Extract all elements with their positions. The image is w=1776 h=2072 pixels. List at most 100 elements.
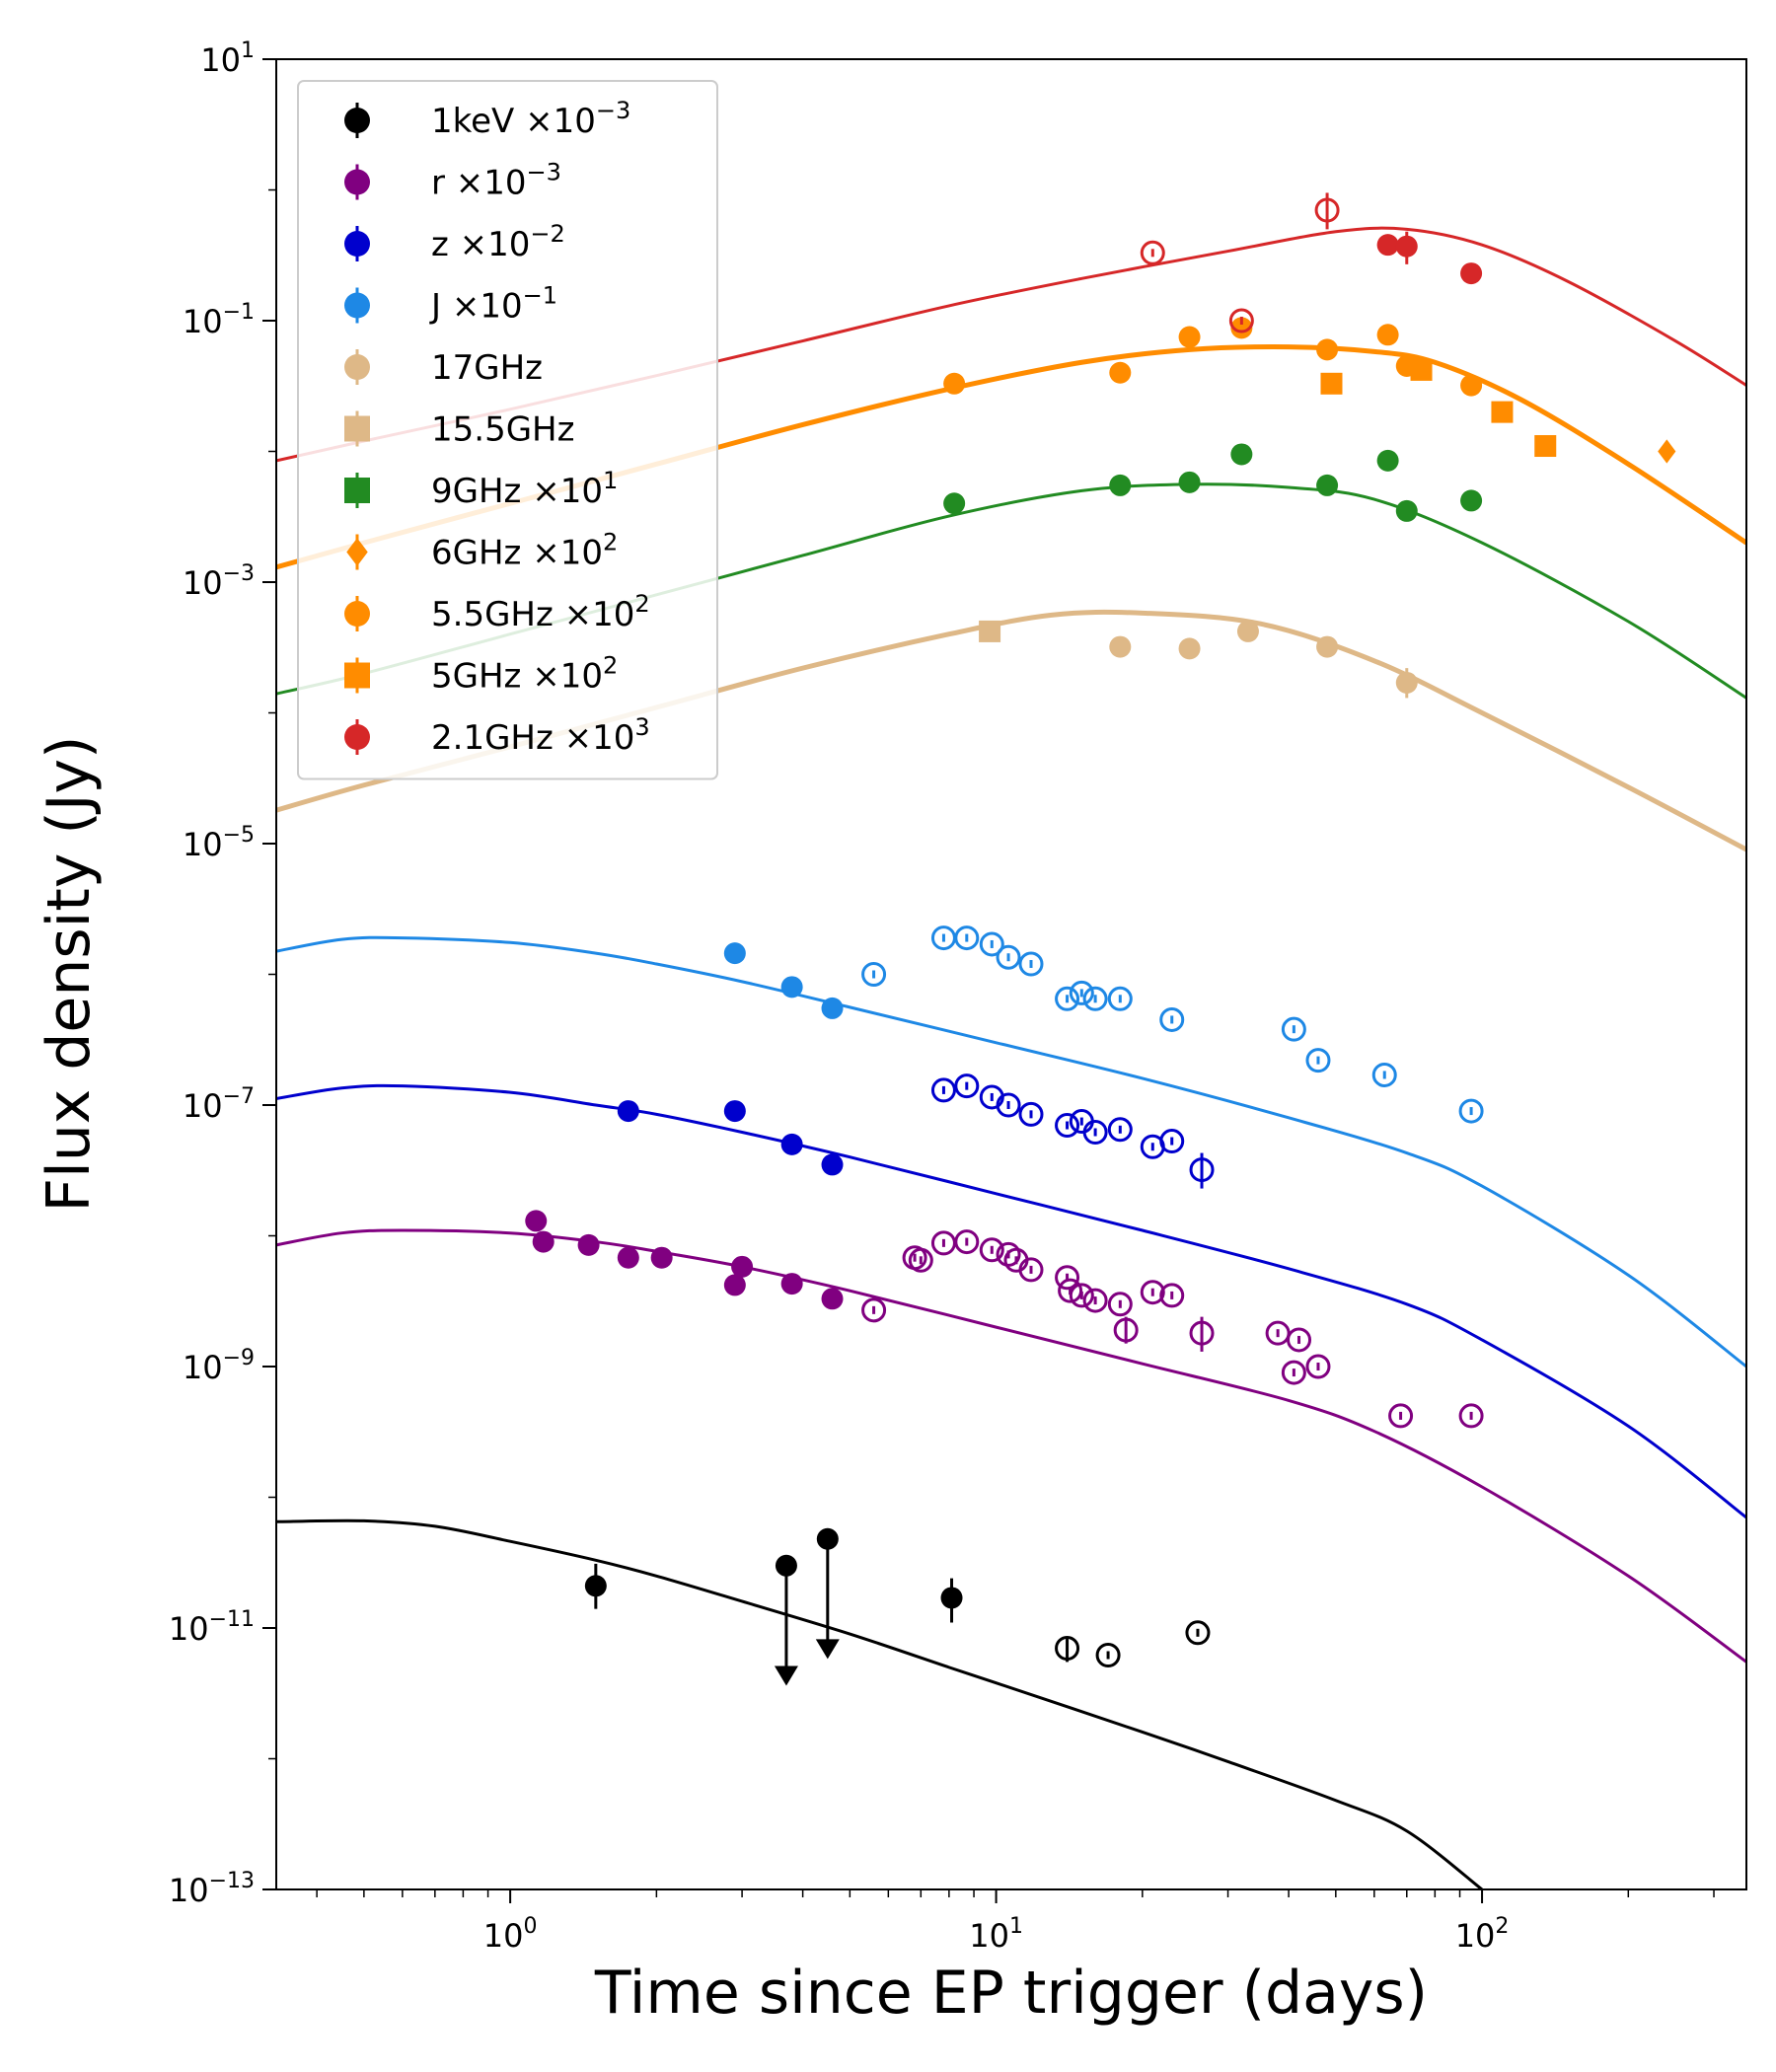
data-point-s6-55ghz-5 bbox=[1376, 324, 1399, 346]
x-tick-label-1: 101 bbox=[969, 1914, 1023, 1955]
legend-marker-6 bbox=[344, 478, 370, 503]
data-point-s2-p-1 bbox=[723, 1100, 746, 1123]
data-point-s2-p-3 bbox=[821, 1153, 844, 1176]
data-point-s5-p-6 bbox=[1395, 499, 1418, 522]
data-point-s3-p-17 bbox=[1458, 1098, 1484, 1124]
data-point-s3-p-9 bbox=[1055, 986, 1080, 1011]
data-point-s3-p-2 bbox=[821, 997, 844, 1019]
legend-marker-2 bbox=[344, 231, 370, 257]
data-point-s4-15ghz-0 bbox=[979, 620, 1001, 642]
data-point-s1-p-28 bbox=[1281, 1360, 1306, 1385]
model-curve-s0 bbox=[276, 1518, 1483, 1889]
data-point-s2-p-11 bbox=[1082, 1120, 1108, 1146]
legend: 1keV ×10−3r ×10−3z ×10−2J ×10−117GHz15.5… bbox=[297, 80, 718, 780]
data-point-s2-p-0 bbox=[617, 1100, 639, 1123]
data-point-s7-p-4 bbox=[1395, 235, 1418, 258]
data-point-s3-p-16 bbox=[1371, 1062, 1397, 1087]
data-point-s6-55ghz-0 bbox=[943, 372, 966, 395]
data-point-s4-17ghz-3 bbox=[1316, 635, 1339, 658]
data-point-s3-p-14 bbox=[1281, 1016, 1306, 1042]
data-point-s3-p-1 bbox=[780, 976, 803, 999]
legend-marker-10 bbox=[344, 724, 370, 750]
data-point-s1-p-20 bbox=[1069, 1283, 1094, 1308]
x-tick-label-exp-0: 0 bbox=[523, 1914, 537, 1939]
legend-label-exp-8: 2 bbox=[634, 590, 649, 618]
data-point-s2-p-14 bbox=[1159, 1129, 1185, 1154]
data-point-s0-p-2 bbox=[1055, 1636, 1080, 1662]
x-axis-title: Time since EP trigger (days) bbox=[594, 1959, 1428, 2028]
legend-marker-9 bbox=[344, 662, 370, 689]
data-point-s4-17ghz-0 bbox=[1109, 635, 1132, 658]
y-tick-label-exp-7: −13 bbox=[209, 1869, 255, 1893]
data-point-s1-p-13 bbox=[954, 1229, 980, 1255]
y-tick-label-exp-0: 1 bbox=[241, 38, 255, 63]
legend-marker-3 bbox=[344, 292, 370, 319]
data-point-s1-p-14 bbox=[979, 1237, 1004, 1263]
legend-label-10: 2.1GHz ×103 bbox=[431, 713, 650, 758]
data-point-s1-p-18 bbox=[1055, 1265, 1080, 1291]
data-point-s3-p-0 bbox=[723, 942, 746, 965]
data-point-s6-6ghz-0 bbox=[1658, 439, 1676, 464]
legend-label-9: 5GHz ×102 bbox=[431, 652, 618, 697]
data-point-s3-p-15 bbox=[1305, 1048, 1331, 1073]
data-point-s7-p-5 bbox=[1460, 262, 1483, 285]
data-point-s0-p-0 bbox=[584, 1575, 607, 1597]
y-tick-label-exp-3: −5 bbox=[223, 823, 255, 848]
data-point-s6-55ghz-4 bbox=[1316, 338, 1339, 361]
data-point-s6-55ghz-2 bbox=[1178, 326, 1201, 348]
data-point-s1-p-30 bbox=[1305, 1354, 1331, 1379]
upper-limit-arrow-s0-0 bbox=[774, 1665, 798, 1686]
y-axis-title: Flux density (Jy) bbox=[35, 736, 104, 1213]
data-point-s1-p-25 bbox=[1159, 1283, 1185, 1308]
data-point-s3-p-5 bbox=[954, 925, 980, 951]
data-point-s1-p-8 bbox=[821, 1288, 844, 1310]
data-point-s3-p-7 bbox=[996, 944, 1021, 970]
data-point-s3-p-8 bbox=[1018, 951, 1044, 977]
data-point-s3-p-3 bbox=[861, 962, 887, 987]
upper-limit-point-s0-0 bbox=[775, 1554, 797, 1577]
data-point-s6-55ghz-3 bbox=[1230, 317, 1253, 339]
legend-label-7: 6GHz ×102 bbox=[431, 529, 618, 573]
y-tick-label-exp-4: −7 bbox=[223, 1084, 255, 1109]
data-point-s3-p-11 bbox=[1082, 986, 1108, 1011]
data-point-s6-55ghz-7 bbox=[1460, 374, 1483, 397]
y-tick-label-exp-6: −11 bbox=[209, 1607, 255, 1632]
data-point-s0-p-4 bbox=[1185, 1620, 1211, 1646]
legend-label-exp-3: −1 bbox=[523, 282, 557, 310]
data-point-s1-p-7 bbox=[780, 1273, 803, 1295]
data-point-s1-p-9 bbox=[861, 1297, 887, 1323]
model-curve-s2 bbox=[276, 1083, 1746, 1519]
legend-label-exp-1: −3 bbox=[527, 159, 561, 186]
legend-marker-4 bbox=[344, 354, 370, 380]
data-point-s1-p-15 bbox=[996, 1241, 1021, 1267]
data-point-s1-p-26 bbox=[1189, 1320, 1215, 1346]
data-point-s1-p-24 bbox=[1140, 1280, 1165, 1305]
legend-label-5: 15.5GHz bbox=[431, 410, 574, 450]
data-point-s1-p-22 bbox=[1107, 1292, 1133, 1317]
data-point-s7-p-2 bbox=[1314, 197, 1340, 223]
legend-label-exp-9: 2 bbox=[603, 652, 618, 680]
data-point-s4-17ghz-4 bbox=[1395, 671, 1418, 694]
data-point-s1-p-6 bbox=[731, 1255, 754, 1278]
data-point-s5-p-4 bbox=[1316, 474, 1339, 496]
x-tick-label-exp-1: 1 bbox=[1009, 1914, 1023, 1939]
data-point-s1-p-31 bbox=[1388, 1403, 1414, 1429]
legend-box bbox=[297, 80, 718, 780]
data-point-s1-p-4 bbox=[650, 1246, 673, 1269]
data-point-s1-p-3 bbox=[617, 1246, 639, 1269]
model-curve-s3 bbox=[276, 935, 1746, 1369]
data-point-s5-p-7 bbox=[1460, 489, 1483, 512]
data-point-s7-p-1 bbox=[1228, 308, 1254, 333]
legend-label-6: 9GHz ×101 bbox=[431, 467, 618, 511]
data-point-s0-p-3 bbox=[1095, 1643, 1121, 1668]
legend-label-exp-10: 3 bbox=[634, 713, 649, 741]
data-point-s5-p-5 bbox=[1376, 449, 1399, 472]
data-point-s5-p-0 bbox=[943, 492, 966, 515]
data-point-s1-p-23 bbox=[1113, 1317, 1139, 1343]
data-point-s1-p-2 bbox=[577, 1233, 600, 1256]
data-point-s2-p-9 bbox=[1055, 1113, 1080, 1139]
legend-marker-7 bbox=[346, 538, 368, 566]
data-point-s1-p-19 bbox=[1058, 1278, 1083, 1303]
